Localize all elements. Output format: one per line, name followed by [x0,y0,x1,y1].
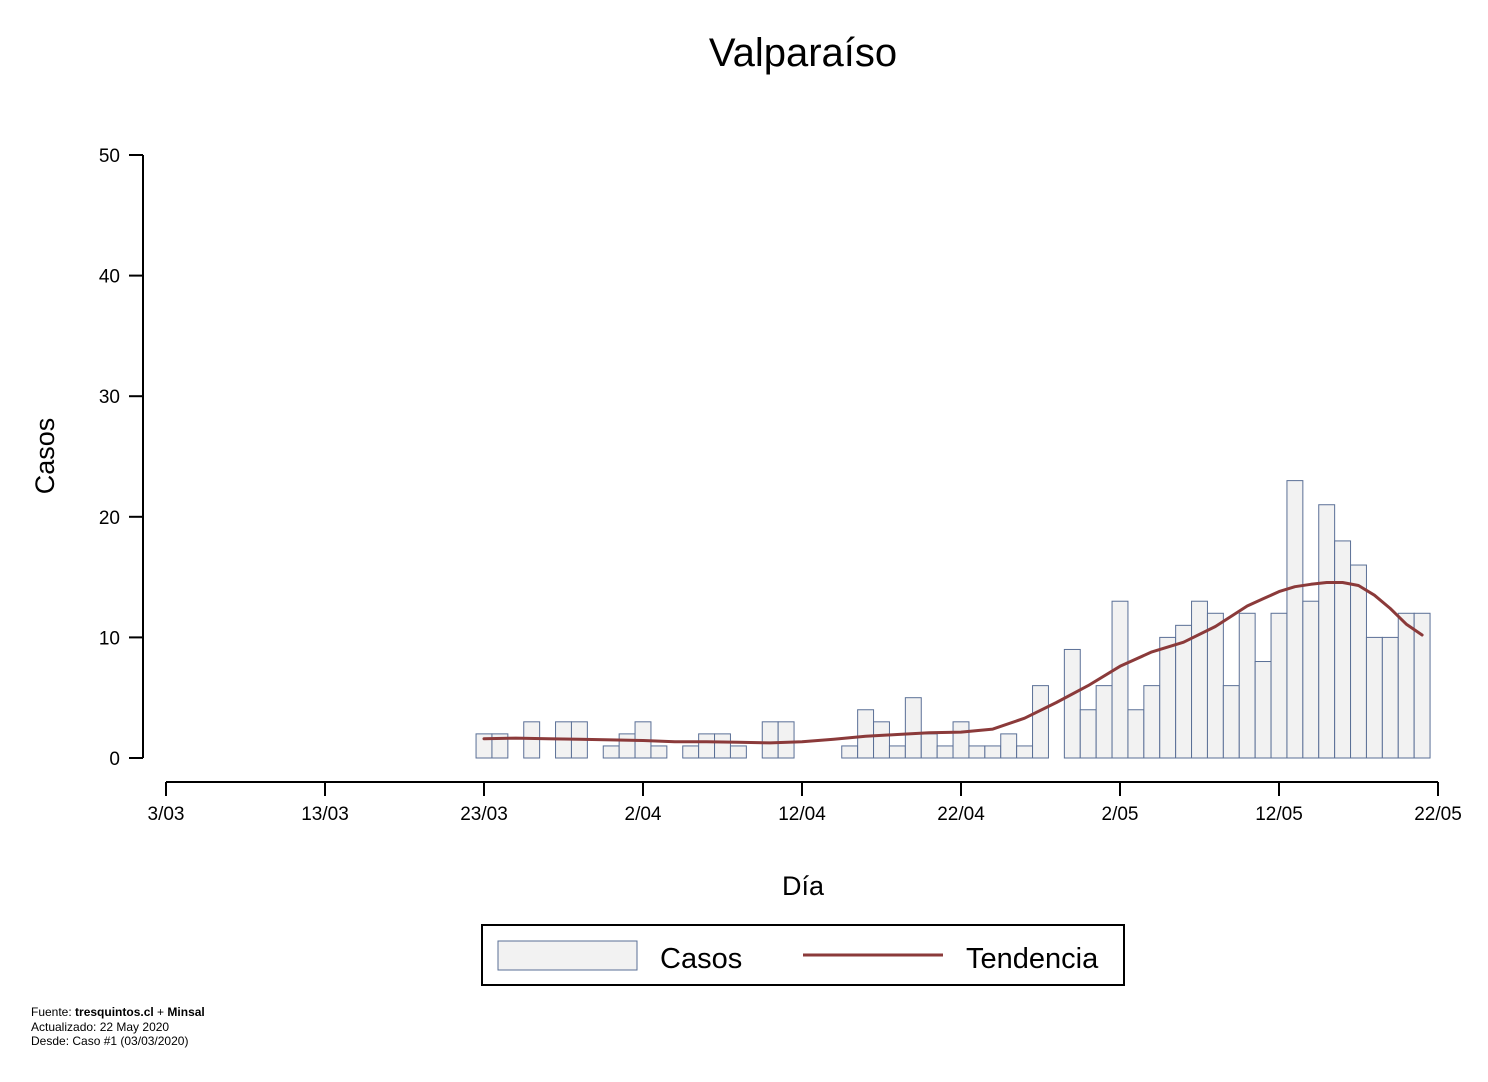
footer-notes: Fuente: tresquintos.cl + Minsal Actualiz… [31,1005,205,1049]
x-axis: 3/03 13/03 23/03 2/04 12/04 22/04 2/05 12/05 22/… [148,781,1462,825]
legend: Casos Tendencia [481,924,1125,986]
footer-since: Desde: Caso #1 (03/03/2020) [31,1034,189,1048]
x-tick-label: 12/05 [1255,804,1303,825]
bar [1095,685,1113,759]
x-tick-label: 22/04 [937,804,985,825]
bar [1238,612,1256,759]
bar [841,745,859,759]
y-tick-label: 40 [99,267,120,288]
bar-series-casos [475,480,1431,759]
x-tick-label: 13/03 [301,804,349,825]
bar [1365,636,1383,759]
bar [1334,540,1352,759]
chart-title: Valparaíso [709,31,897,75]
bar [1000,733,1018,759]
bar [1413,612,1431,759]
y-tick-label: 30 [99,387,120,408]
bar [618,733,636,759]
x-tick-label: 22/05 [1414,804,1462,825]
bar [1016,745,1034,759]
bar [729,745,747,759]
bar [1381,636,1399,759]
bar [920,733,938,759]
bar [1206,612,1224,759]
x-tick-label: 2/05 [1102,804,1139,825]
bar [936,745,954,759]
y-tick-label: 10 [99,628,120,649]
bar [761,721,779,759]
bar [1159,636,1177,759]
bar [857,709,875,759]
legend-swatch-casos [497,940,638,971]
bar [952,721,970,759]
x-tick-label: 23/03 [460,804,508,825]
y-axis-label: Casos [30,418,60,495]
bar [1286,480,1304,759]
y-axis: 0 10 20 30 40 50 [99,146,144,770]
footer-source-site: tresquintos.cl [75,1005,154,1019]
bar [1143,685,1161,759]
y-tick-label: 50 [99,146,120,167]
bar [888,745,906,759]
bar [968,745,986,759]
bar [1270,612,1288,759]
bar [602,745,620,759]
bar [714,733,731,759]
bar [1079,709,1097,759]
bar [1063,648,1081,759]
bar [777,721,795,759]
x-axis-label: Día [782,871,825,901]
bar [650,745,668,759]
bar [1350,564,1367,759]
y-tick-label: 20 [99,508,120,529]
bar [1318,504,1336,759]
bar [873,721,890,759]
x-tick-label: 3/03 [148,804,185,825]
trend-line-tendencia [482,581,1424,745]
bar [682,745,700,759]
bar [1111,600,1129,759]
bar [1397,612,1415,759]
bar [1032,685,1049,759]
footer-updated: Actualizado: 22 May 2020 [31,1019,170,1034]
bar [984,745,1002,759]
footer-source-org: Minsal [167,1005,205,1019]
bar [1302,600,1320,759]
bar [1127,709,1145,759]
y-tick-label: 0 [109,749,120,770]
footer-source: Fuente: tresquintos.cl + Minsal [31,1005,205,1019]
bar [698,733,716,759]
legend-label-tendencia: Tendencia [966,943,1099,975]
bar [904,697,922,759]
x-tick-label: 12/04 [778,804,826,825]
bar [1254,661,1272,759]
x-tick-label: 2/04 [625,804,662,825]
legend-label-casos: Casos [660,943,742,975]
bar [1222,685,1240,759]
bar [1191,600,1208,759]
